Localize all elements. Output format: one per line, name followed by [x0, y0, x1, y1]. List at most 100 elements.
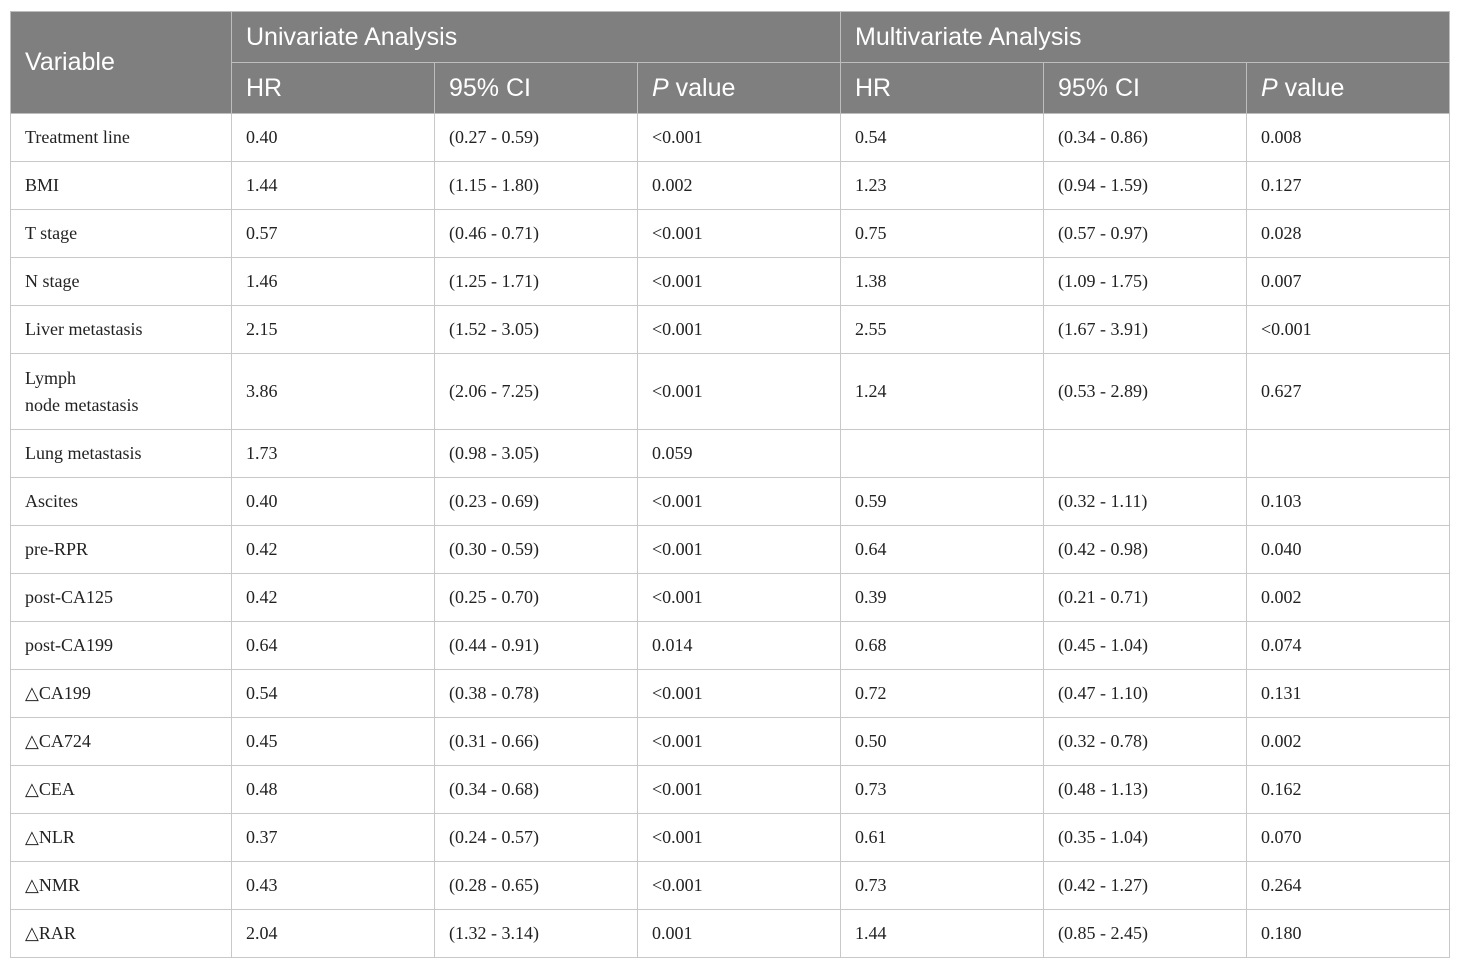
- cell-multi-hr: 1.44: [840, 909, 1044, 958]
- table-row: △RAR 2.04 (1.32 - 3.14) 0.001 1.44 (0.85 - 2.…: [10, 909, 1451, 958]
- cell-multi-p: 0.070: [1245, 813, 1451, 862]
- cell-uni-hr: 0.37: [231, 813, 435, 862]
- table-row: Lung metastasis 1.73 (0.98 - 3.05) 0.059: [10, 429, 1451, 478]
- cell-uni-ci: (0.34 - 0.68): [434, 765, 638, 814]
- cell-uni-hr: 0.40: [231, 477, 435, 526]
- cell-uni-p: <0.001: [637, 717, 841, 766]
- header-uni-ci: 95% CI: [434, 62, 638, 114]
- table-row: T stage 0.57 (0.46 - 0.71) <0.001 0.75 (0.57 …: [10, 209, 1451, 258]
- cell-multi-ci: (0.42 - 1.27): [1043, 861, 1247, 910]
- cell-multi-hr: 0.73: [840, 861, 1044, 910]
- cell-uni-p: <0.001: [637, 257, 841, 306]
- cell-multi-ci: (0.48 - 1.13): [1043, 765, 1247, 814]
- cell-variable: △CA199: [10, 669, 232, 718]
- cell-variable: △NMR: [10, 861, 232, 910]
- cell-uni-p: <0.001: [637, 813, 841, 862]
- cell-uni-ci: (0.98 - 3.05): [434, 429, 638, 478]
- cell-uni-hr: 0.64: [231, 621, 435, 670]
- cell-uni-ci: (0.30 - 0.59): [434, 525, 638, 574]
- table-row: △CEA 0.48 (0.34 - 0.68) <0.001 0.73 (0.48 - 1…: [10, 765, 1451, 814]
- cell-multi-p: 0.127: [1245, 161, 1451, 210]
- cell-uni-ci: (0.25 - 0.70): [434, 573, 638, 622]
- cell-uni-hr: 0.57: [231, 209, 435, 258]
- cell-multi-ci: (1.67 - 3.91): [1043, 305, 1247, 354]
- cell-uni-p: <0.001: [637, 861, 841, 910]
- cell-multi-p: <0.001: [1245, 305, 1451, 354]
- cell-multi-ci: (0.45 - 1.04): [1043, 621, 1247, 670]
- header-row-columns: HR 95% CI P value HR 95% CI P value: [11, 62, 1451, 114]
- cell-multi-ci: [1043, 429, 1247, 478]
- cell-multi-p: 0.627: [1245, 353, 1451, 430]
- cell-multi-p: 0.002: [1245, 717, 1451, 766]
- table-row: Lymph node metastasis 3.86 (2.06 - 7.25) <0.…: [10, 353, 1451, 430]
- cell-uni-hr: 2.15: [231, 305, 435, 354]
- cell-multi-hr: 2.55: [840, 305, 1044, 354]
- cell-multi-p: 0.264: [1245, 861, 1451, 910]
- table-header: Variable Univariate Analysis Multivariat…: [10, 11, 1451, 114]
- cell-multi-hr: 1.24: [840, 353, 1044, 430]
- cell-variable: △CEA: [10, 765, 232, 814]
- header-variable: Variable: [10, 11, 232, 114]
- table-row: Treatment line 0.40 (0.27 - 0.59) <0.001 0.5…: [10, 113, 1451, 162]
- table-row: △NMR 0.43 (0.28 - 0.65) <0.001 0.73 (0.42 - 1…: [10, 861, 1451, 910]
- cell-variable: △CA724: [10, 717, 232, 766]
- header-multi-ci: 95% CI: [1043, 62, 1247, 114]
- cell-multi-hr: 1.23: [840, 161, 1044, 210]
- cell-multi-hr: 1.38: [840, 257, 1044, 306]
- cell-multi-p: 0.040: [1245, 525, 1451, 574]
- cell-multi-ci: (0.42 - 0.98): [1043, 525, 1247, 574]
- cell-multi-hr: 0.72: [840, 669, 1044, 718]
- header-univariate: Univariate Analysis: [231, 11, 841, 63]
- cell-multi-hr: 0.73: [840, 765, 1044, 814]
- cell-multi-p: 0.007: [1245, 257, 1451, 306]
- cell-uni-hr: 1.73: [231, 429, 435, 478]
- table-row: △CA199 0.54 (0.38 - 0.78) <0.001 0.72 (0.47 -…: [10, 669, 1451, 718]
- cell-multi-ci: (0.35 - 1.04): [1043, 813, 1247, 862]
- cell-multi-hr: 0.61: [840, 813, 1044, 862]
- table-row: post-CA199 0.64 (0.44 - 0.91) 0.014 0.68 (0.4…: [10, 621, 1451, 670]
- cell-uni-ci: (0.46 - 0.71): [434, 209, 638, 258]
- cell-multi-hr: 0.54: [840, 113, 1044, 162]
- cell-variable: post-CA199: [10, 621, 232, 670]
- cell-uni-p: 0.001: [637, 909, 841, 958]
- cell-variable: Treatment line: [10, 113, 232, 162]
- cell-uni-ci: (0.31 - 0.66): [434, 717, 638, 766]
- cell-uni-ci: (1.52 - 3.05): [434, 305, 638, 354]
- cell-multi-ci: (0.32 - 1.11): [1043, 477, 1247, 526]
- regression-table: Variable Univariate Analysis Multivariat…: [10, 11, 1451, 958]
- table-row: BMI 1.44 (1.15 - 1.80) 0.002 1.23 (0.94 - 1.5…: [10, 161, 1451, 210]
- table-row: Ascites 0.40 (0.23 - 0.69) <0.001 0.59 (0.32 …: [10, 477, 1451, 526]
- cell-multi-p: 0.131: [1245, 669, 1451, 718]
- cell-uni-hr: 0.48: [231, 765, 435, 814]
- cell-uni-hr: 0.42: [231, 525, 435, 574]
- cell-variable: Lung metastasis: [10, 429, 232, 478]
- cell-uni-p: 0.014: [637, 621, 841, 670]
- header-uni-p-italic: P: [652, 73, 669, 102]
- cell-uni-ci: (1.25 - 1.71): [434, 257, 638, 306]
- cell-multi-ci: (0.47 - 1.10): [1043, 669, 1247, 718]
- table-row: Liver metastasis 2.15 (1.52 - 3.05) <0.001 2…: [10, 305, 1451, 354]
- cell-variable-line: node metastasis: [25, 394, 139, 415]
- cell-multi-p: 0.074: [1245, 621, 1451, 670]
- cell-variable-line: Lymph: [25, 367, 77, 388]
- table-row: N stage 1.46 (1.25 - 1.71) <0.001 1.38 (1.09 …: [10, 257, 1451, 306]
- table-row: post-CA125 0.42 (0.25 - 0.70) <0.001 0.39 (0.…: [10, 573, 1451, 622]
- cell-multi-hr: 0.68: [840, 621, 1044, 670]
- cell-multi-p: 0.180: [1245, 909, 1451, 958]
- cell-uni-hr: 1.44: [231, 161, 435, 210]
- cell-uni-hr: 2.04: [231, 909, 435, 958]
- cell-multi-p: 0.008: [1245, 113, 1451, 162]
- cell-variable: BMI: [10, 161, 232, 210]
- cell-uni-p: <0.001: [637, 573, 841, 622]
- cell-multi-hr: 0.75: [840, 209, 1044, 258]
- cell-uni-ci: (1.15 - 1.80): [434, 161, 638, 210]
- cell-multi-hr: [840, 429, 1044, 478]
- cell-variable: T stage: [10, 209, 232, 258]
- cell-multi-p: 0.028: [1245, 209, 1451, 258]
- cell-multi-ci: (0.34 - 0.86): [1043, 113, 1247, 162]
- cell-uni-hr: 1.46: [231, 257, 435, 306]
- cell-variable: Lymph node metastasis: [10, 353, 232, 430]
- cell-uni-hr: 0.45: [231, 717, 435, 766]
- cell-uni-p: <0.001: [637, 305, 841, 354]
- cell-uni-ci: (0.23 - 0.69): [434, 477, 638, 526]
